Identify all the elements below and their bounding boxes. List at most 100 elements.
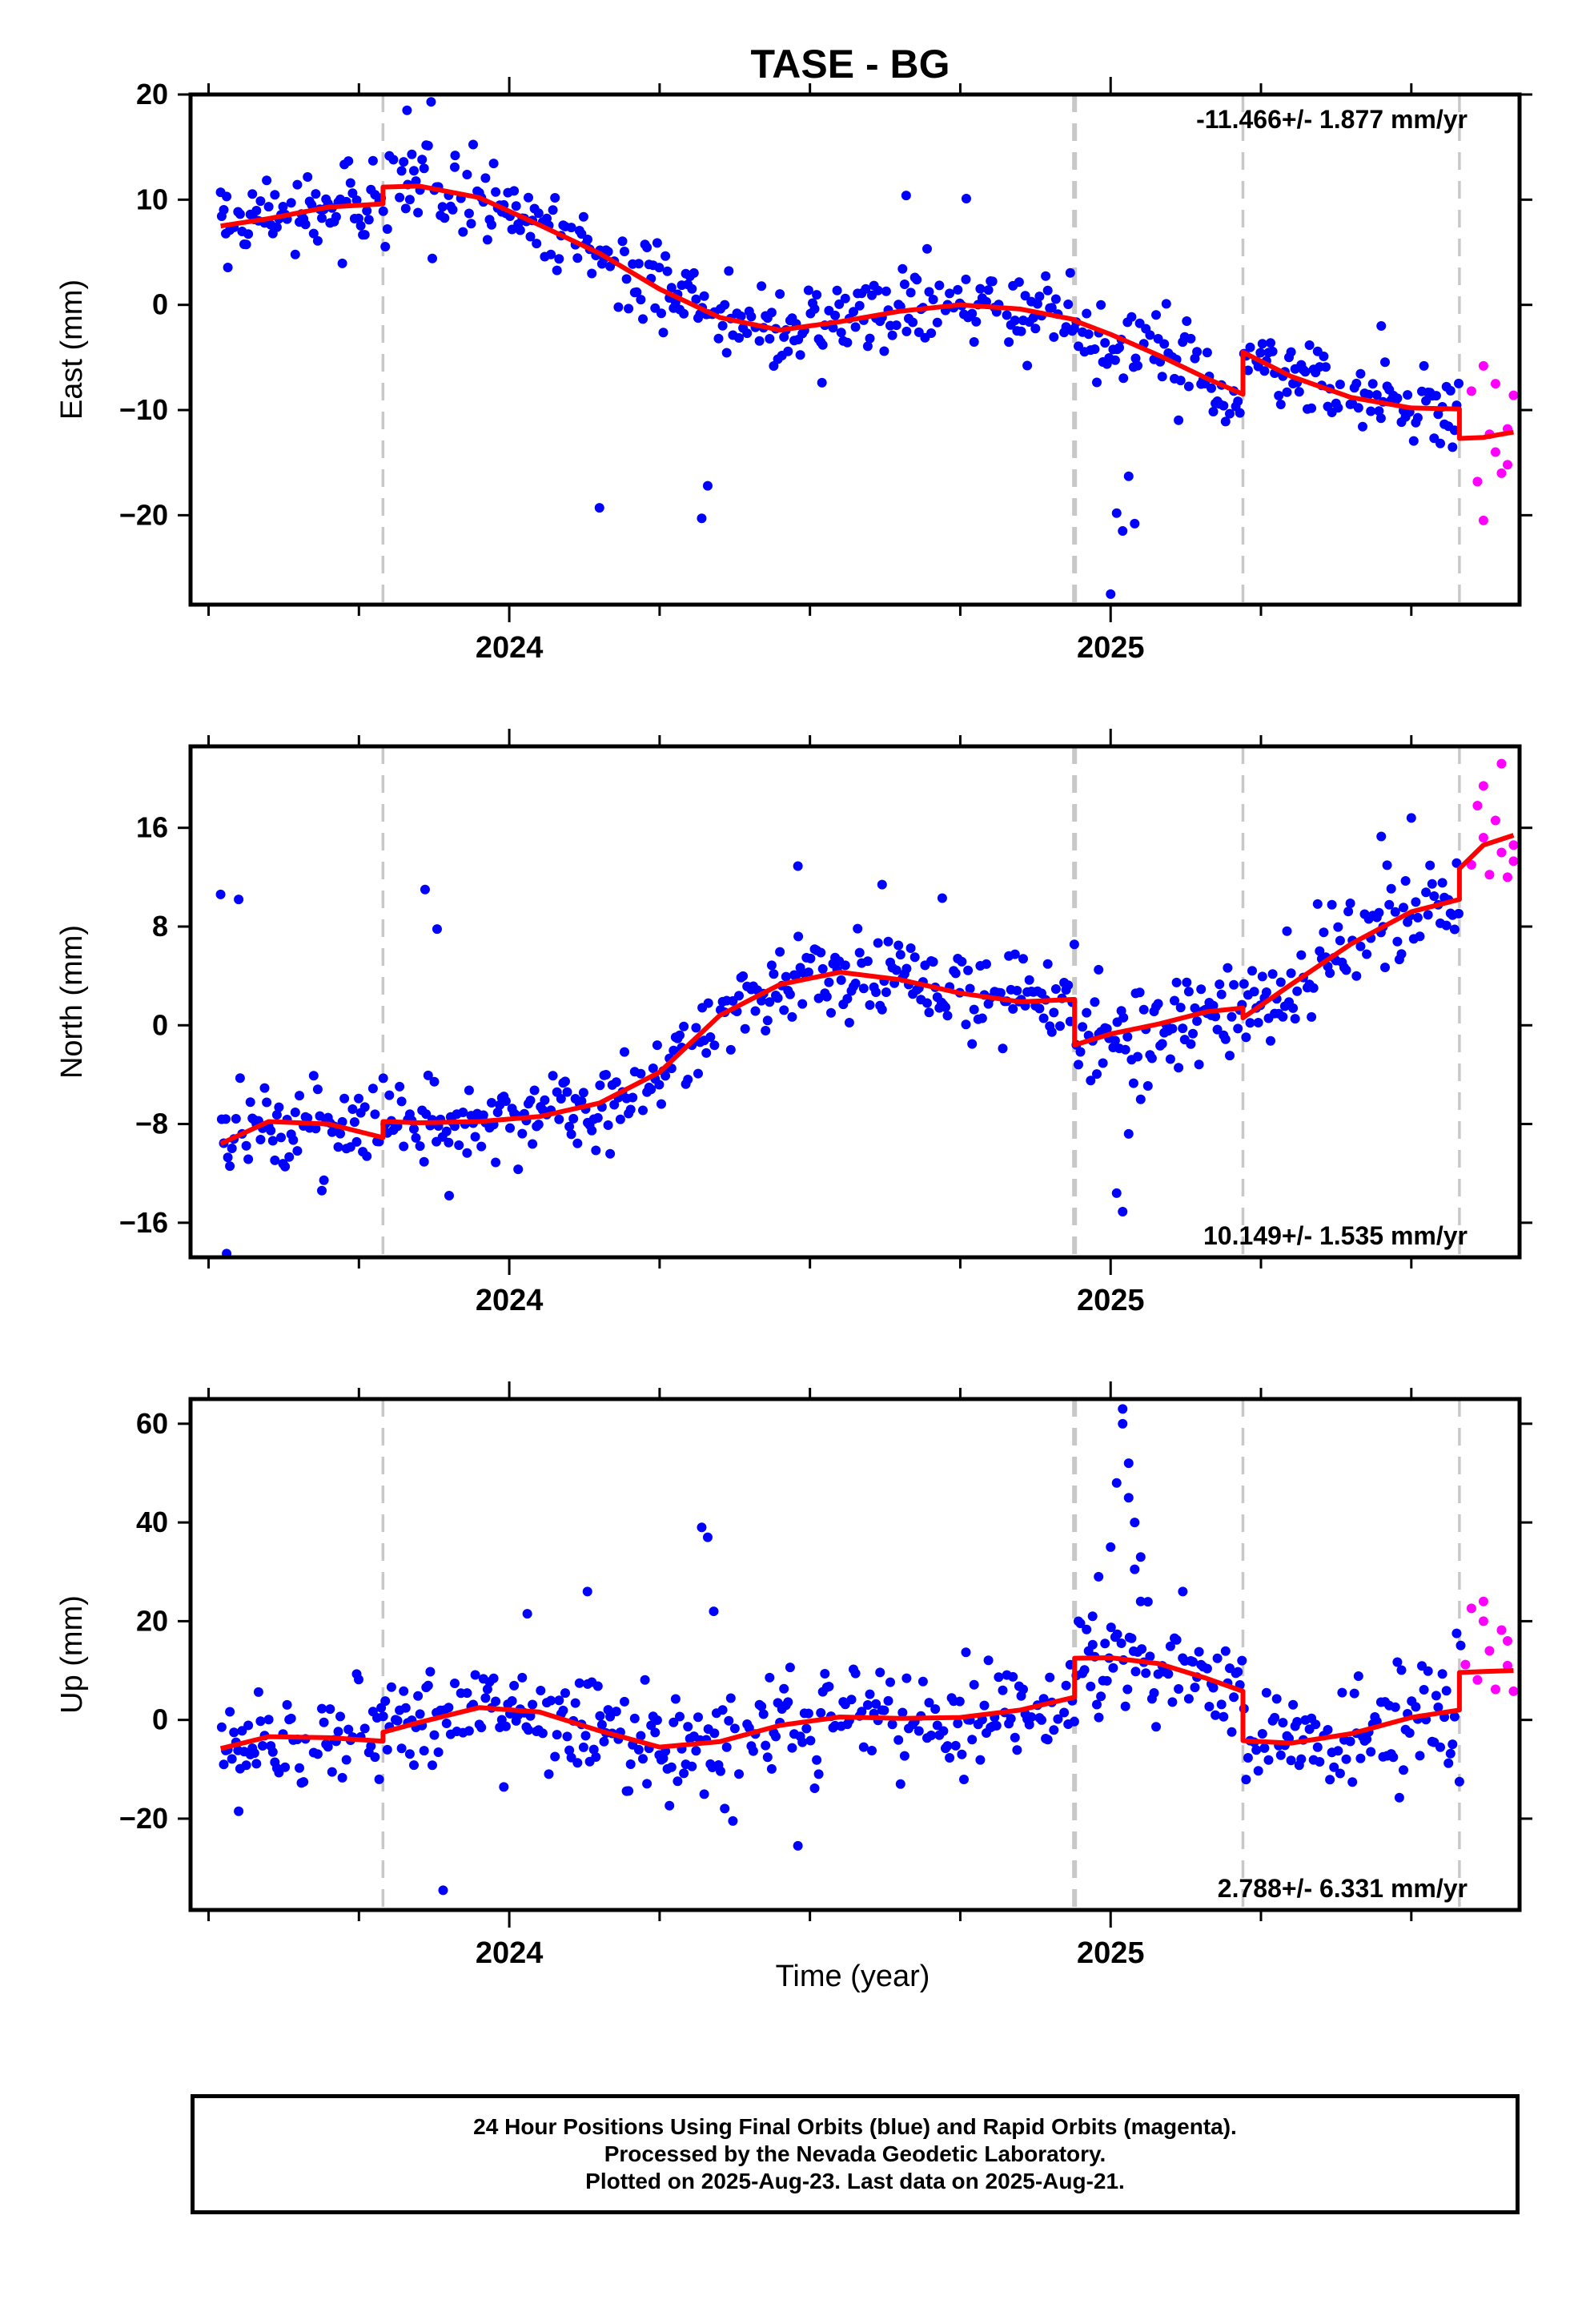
data-point [1163,1669,1174,1679]
x-tick-label: 2025 [1077,631,1145,665]
data-point [1333,1746,1343,1756]
data-point [1004,337,1014,348]
data-point [673,1776,683,1787]
data-point [748,1746,758,1756]
data-point [617,236,628,247]
data-point [409,166,419,176]
data-point [922,243,932,254]
data-point [891,965,901,975]
data-point [821,991,832,1002]
data-point [1138,1004,1149,1015]
data-point [1311,1719,1321,1730]
data-point [362,206,372,216]
data-point [392,1715,403,1726]
data-point [1366,1747,1376,1757]
data-point [1337,1687,1347,1698]
data-point [1069,1716,1079,1727]
data-point [1412,912,1423,923]
data-point [1445,1748,1456,1759]
data-point [399,157,409,167]
data-point [450,1679,460,1688]
data-point [734,991,744,1001]
data-point [1435,438,1445,448]
data-point [895,950,905,960]
data-point [337,258,347,268]
data-point [337,1116,347,1127]
data-point [359,1723,370,1734]
data-point [1063,300,1074,309]
data-point [441,1719,452,1728]
data-point [1431,1691,1441,1701]
data-point [1171,977,1182,987]
data-point [728,1815,738,1826]
outlier-point [522,1609,532,1619]
data-point [337,1772,347,1783]
data-point [1174,1684,1184,1694]
outlier-point [1111,508,1122,518]
data-point [1086,1681,1096,1691]
data-point [339,1093,350,1104]
data-point [633,1744,644,1755]
data-point [1220,1034,1231,1044]
data-point [1063,980,1074,991]
data-point [1355,1753,1366,1763]
data-point [1126,312,1137,322]
data-point [1257,339,1267,349]
data-point [544,1769,554,1779]
data-point [299,1777,309,1787]
y-tick-label: 16 [136,811,168,844]
data-point [1108,1663,1118,1673]
data-point [924,1007,934,1018]
data-point [1366,406,1376,416]
data-point [491,187,501,197]
data-point [533,1120,544,1130]
outlier-point [1123,471,1134,481]
rapid-orbit-point [1508,390,1519,400]
data-point [1098,1058,1108,1068]
data-point [809,1783,820,1793]
data-point [482,1684,492,1695]
rapid-orbit-point [1484,870,1495,880]
data-point [762,1015,773,1026]
data-point [1018,954,1028,964]
data-point [1249,987,1259,997]
data-point [883,936,893,947]
data-point [1288,1699,1299,1710]
data-point [826,1007,836,1018]
data-point [1419,360,1429,371]
data-point [1202,1663,1212,1674]
data-point [957,1749,967,1759]
data-point [636,1731,646,1741]
data-point [1175,376,1186,386]
data-point [1335,380,1345,389]
data-point [953,1719,963,1729]
data-point [359,230,370,240]
data-point [274,1767,284,1778]
plot-frame [188,92,1522,607]
data-point [237,1726,247,1736]
data-point [421,1109,432,1120]
data-point [858,1742,869,1752]
rapid-orbit-point [1472,1675,1483,1685]
data-point [709,1728,720,1739]
data-point [1449,924,1460,935]
data-point [1090,344,1100,354]
data-point [255,196,266,207]
data-point [971,316,982,327]
data-point [319,1175,329,1185]
data-point [721,348,732,358]
data-point [382,1744,392,1755]
data-point [1178,1023,1188,1034]
data-point [1278,1718,1288,1728]
data-point [670,1694,681,1704]
data-point [797,999,808,1009]
data-point [783,1697,793,1707]
data-point [1165,1054,1175,1064]
data-point [231,1114,241,1124]
data-point [331,211,341,222]
outlier-point [1454,1776,1464,1787]
data-point [1074,1059,1083,1070]
data-point [591,1145,601,1156]
data-point [975,283,986,294]
data-point [766,960,777,971]
